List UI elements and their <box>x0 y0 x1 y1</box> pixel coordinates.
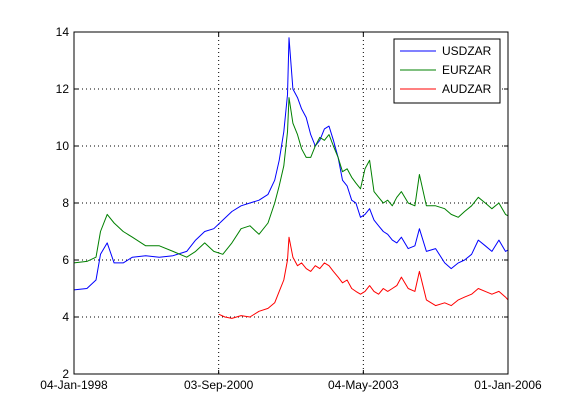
x-tick-label: 01-Jan-2006 <box>474 378 542 392</box>
legend-label-usdzar: USDZAR <box>442 44 492 58</box>
legend-label-eurzar: EURZAR <box>442 63 492 77</box>
legend-label-audzar: AUDZAR <box>442 82 492 96</box>
y-tick-label: 6 <box>62 253 69 267</box>
y-tick-label: 8 <box>62 196 69 210</box>
y-tick-label: 10 <box>56 139 70 153</box>
series-line-usdzar <box>73 37 509 291</box>
axis-ticks: 04-Jan-1998 03-Sep-2000 04-May-2003 01-Jan-… <box>40 25 542 392</box>
legend-box <box>393 38 501 104</box>
y-tick-label: 4 <box>62 310 69 324</box>
series-line-eurzar <box>73 97 509 264</box>
legend: USDZAR EURZAR AUDZAR <box>393 38 501 104</box>
series-lines <box>73 37 509 319</box>
series-line-audzar <box>218 236 509 319</box>
y-tick-label: 14 <box>56 25 70 39</box>
x-tick-label: 04-Jan-1998 <box>40 378 108 392</box>
grid-lines <box>74 32 508 374</box>
y-tick-label: 2 <box>62 367 69 381</box>
y-tick-label: 12 <box>56 82 70 96</box>
x-tick-label: 03-Sep-2000 <box>184 378 254 392</box>
x-tick-label: 04-May-2003 <box>328 378 399 392</box>
